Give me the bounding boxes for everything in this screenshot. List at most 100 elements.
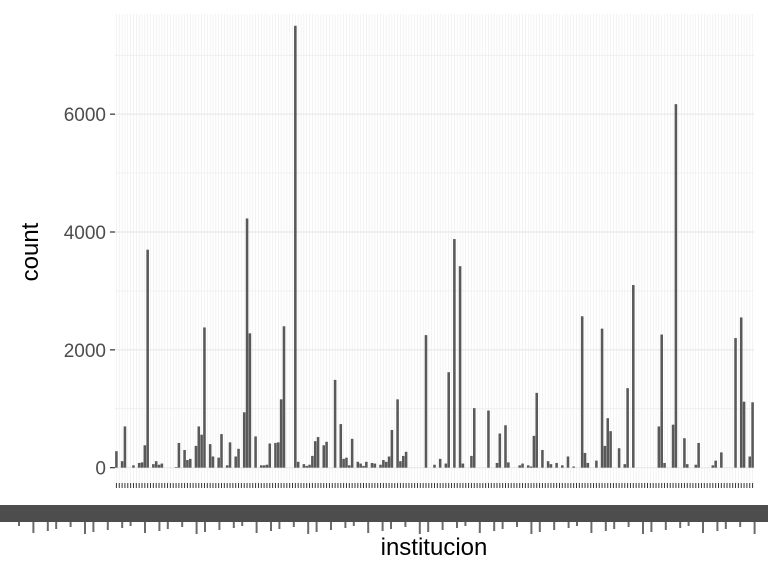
bar — [200, 434, 203, 468]
bar — [458, 266, 462, 468]
bar — [382, 460, 385, 468]
bar — [242, 412, 246, 468]
bar — [183, 450, 186, 468]
x-tick-label-fragment — [144, 522, 146, 533]
bar — [401, 455, 405, 468]
bar — [521, 463, 524, 468]
x-tick-label-fragment — [121, 522, 124, 528]
bar — [311, 455, 314, 468]
bar — [157, 464, 161, 468]
bar — [277, 442, 280, 468]
bar — [433, 464, 436, 468]
bars — [115, 25, 754, 468]
bar — [600, 328, 604, 468]
bar — [396, 399, 399, 468]
bar — [217, 457, 220, 468]
bar — [174, 467, 178, 468]
bar — [572, 466, 575, 468]
x-tick-label-fragment — [278, 522, 281, 529]
bar — [580, 316, 584, 468]
bar — [237, 448, 240, 468]
x-tick-label-fragment — [441, 522, 444, 530]
bar — [487, 410, 490, 468]
bar — [262, 465, 266, 468]
x-tick-label-fragment — [716, 522, 719, 531]
bar — [296, 461, 300, 468]
bar — [308, 464, 311, 468]
x-tick-label-fragment — [69, 522, 72, 527]
x-tick-label-fragment — [181, 522, 184, 527]
bar — [186, 460, 189, 468]
bar — [461, 463, 465, 468]
x-tick-label-fragment — [195, 522, 198, 534]
x-tick-label-fragment — [627, 522, 630, 527]
y-tick-label: 4000 — [64, 223, 106, 244]
bar — [152, 464, 155, 468]
bar — [390, 429, 394, 468]
bar — [671, 424, 675, 468]
bar — [123, 426, 127, 468]
gridlines — [115, 14, 754, 483]
bar — [115, 451, 118, 468]
bar — [609, 431, 612, 468]
y-tick-label: 2000 — [64, 341, 106, 362]
bar — [453, 239, 456, 468]
bar — [365, 461, 368, 468]
bar — [279, 399, 283, 468]
bar — [748, 456, 752, 468]
bar — [302, 464, 306, 468]
bar — [137, 462, 141, 468]
x-tick-label-fragment — [702, 522, 704, 533]
x-tick-label-fragment — [84, 522, 86, 534]
bar — [154, 461, 158, 468]
x-tick-label-fragment — [381, 522, 384, 531]
bar — [160, 463, 164, 468]
x-tick-label-fragment — [501, 522, 504, 529]
bar — [140, 462, 144, 468]
x-tick-label-fragment — [241, 522, 244, 526]
x-tick-label-fragment — [576, 522, 578, 526]
bar — [617, 448, 621, 468]
bar — [470, 455, 473, 468]
x-tick-label-fragment — [427, 522, 430, 532]
bar — [359, 463, 362, 468]
bar — [194, 445, 198, 468]
bar — [294, 25, 297, 468]
bar — [555, 462, 558, 468]
bar — [472, 408, 476, 468]
x-axis — [0, 483, 768, 534]
x-tick-label-fragment — [664, 522, 667, 530]
x-tick-label-fragment — [270, 522, 272, 531]
bar — [220, 434, 223, 468]
bar — [177, 442, 181, 468]
x-tick-label-fragment — [18, 522, 20, 526]
bar — [234, 456, 237, 468]
bar — [259, 465, 263, 468]
bar — [373, 463, 377, 468]
bar — [348, 465, 351, 468]
bar — [228, 442, 232, 468]
bar — [526, 465, 530, 468]
x-tick-label-fragment — [516, 522, 518, 527]
x-tick-label-fragment — [92, 522, 95, 532]
bar — [362, 465, 365, 468]
bar — [529, 466, 533, 468]
x-tick-label-fragment — [456, 522, 458, 528]
bar — [342, 458, 345, 468]
bar — [518, 465, 521, 468]
bar — [305, 465, 308, 468]
bar — [438, 458, 442, 468]
bar — [245, 218, 249, 468]
bar — [447, 372, 450, 468]
bar — [350, 438, 354, 468]
bar — [751, 402, 754, 468]
bar — [197, 426, 201, 468]
bar — [694, 464, 698, 468]
x-tick-label-fragment — [344, 522, 347, 528]
x-tick-label-fragment — [218, 522, 221, 530]
x-tick-label-fragment — [158, 522, 161, 531]
x-tick-label-fragment — [567, 522, 570, 528]
bar — [146, 249, 149, 468]
bar — [339, 424, 343, 468]
